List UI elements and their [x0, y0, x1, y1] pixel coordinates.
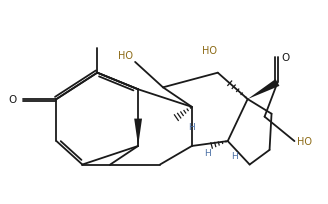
Text: H: H	[204, 149, 211, 157]
Text: HO: HO	[202, 46, 217, 56]
Text: HO: HO	[297, 136, 312, 146]
Text: HO: HO	[118, 51, 133, 60]
Polygon shape	[248, 80, 279, 100]
Text: O: O	[282, 53, 290, 63]
Text: H: H	[189, 122, 195, 131]
Text: O: O	[9, 95, 17, 104]
Text: H: H	[231, 152, 238, 161]
Polygon shape	[134, 119, 142, 146]
